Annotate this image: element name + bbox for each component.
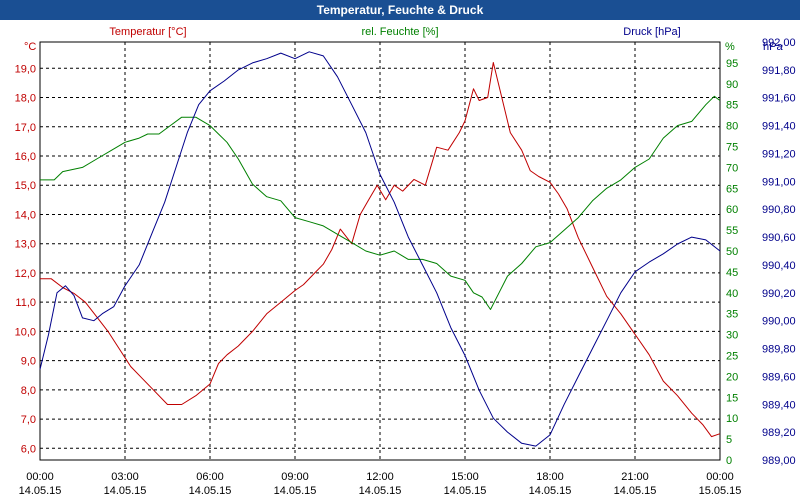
hum-tick-label: 25 xyxy=(726,351,738,363)
hum-tick-label: 95 xyxy=(726,58,738,70)
x-tick-time: 15:00 xyxy=(451,471,479,483)
x-tick-date: 14.05.15 xyxy=(529,485,572,497)
temp-tick-label: 11,0 xyxy=(15,297,36,309)
hum-unit: % xyxy=(725,41,735,53)
temp-tick-label: 6,0 xyxy=(21,443,36,455)
series-line-hum xyxy=(40,95,721,310)
press-tick-label: 989,20 xyxy=(762,427,796,439)
hum-tick-label: 40 xyxy=(726,288,738,300)
x-tick-date: 14.05.15 xyxy=(274,485,317,497)
temp-tick-label: 17,0 xyxy=(15,122,36,134)
hum-tick-label: 5 xyxy=(726,434,732,446)
series-line-press xyxy=(39,51,721,447)
temp-tick-label: 9,0 xyxy=(21,356,36,368)
temp-tick-label: 10,0 xyxy=(15,326,36,338)
temp-legend: Temperatur [°C] xyxy=(109,26,186,38)
x-tick-time: 06:00 xyxy=(196,471,224,483)
press-tick-label: 991,40 xyxy=(762,121,796,133)
press-tick-label: 991,80 xyxy=(762,65,796,77)
hum-tick-label: 90 xyxy=(726,79,738,91)
temp-tick-label: 18,0 xyxy=(15,93,36,105)
x-tick-time: 18:00 xyxy=(536,471,564,483)
temp-tick-label: 8,0 xyxy=(21,385,36,397)
press-legend: Druck [hPa] xyxy=(623,26,680,38)
press-tick-label: 990,80 xyxy=(762,204,796,216)
temp-tick-label: 13,0 xyxy=(15,239,36,251)
hum-tick-label: 45 xyxy=(726,267,738,279)
hum-tick-label: 65 xyxy=(726,183,738,195)
temp-unit: °C xyxy=(24,41,36,53)
press-tick-label: 992,00 xyxy=(762,37,796,49)
press-tick-label: 991,20 xyxy=(762,148,796,160)
press-tick-label: 989,00 xyxy=(762,455,796,467)
x-tick-date: 14.05.15 xyxy=(104,485,147,497)
temp-tick-label: 12,0 xyxy=(15,268,36,280)
hum-tick-label: 20 xyxy=(726,371,738,383)
temp-tick-label: 16,0 xyxy=(15,151,36,163)
press-tick-label: 991,00 xyxy=(762,176,796,188)
hum-tick-label: 55 xyxy=(726,225,738,237)
x-tick-time: 03:00 xyxy=(111,471,139,483)
x-tick-time: 21:00 xyxy=(621,471,649,483)
hum-tick-label: 85 xyxy=(726,100,738,112)
x-tick-time: 09:00 xyxy=(281,471,309,483)
press-tick-label: 990,20 xyxy=(762,288,796,300)
x-tick-date: 14.05.15 xyxy=(359,485,402,497)
press-tick-label: 991,60 xyxy=(762,93,796,105)
press-unit: hPa xyxy=(763,41,783,53)
hum-tick-label: 15 xyxy=(726,392,738,404)
press-tick-label: 989,60 xyxy=(762,371,796,383)
series-line-temp xyxy=(40,62,721,438)
x-tick-date: 15.05.15 xyxy=(699,485,742,497)
x-tick-time: 00:00 xyxy=(26,471,54,483)
hum-tick-label: 0 xyxy=(726,455,732,467)
hum-tick-label: 75 xyxy=(726,142,738,154)
press-tick-label: 989,80 xyxy=(762,344,796,356)
hum-tick-label: 10 xyxy=(726,413,738,425)
x-tick-time: 12:00 xyxy=(366,471,394,483)
temp-tick-label: 19,0 xyxy=(15,63,36,75)
press-tick-label: 989,40 xyxy=(762,399,796,411)
hum-tick-label: 70 xyxy=(726,162,738,174)
hum-tick-label: 35 xyxy=(726,309,738,321)
temp-tick-label: 14,0 xyxy=(15,209,36,221)
chart-title: Temperatur, Feuchte & Druck xyxy=(0,0,800,20)
hum-legend: rel. Feuchte [%] xyxy=(361,26,438,38)
press-tick-label: 990,40 xyxy=(762,260,796,272)
hum-tick-label: 50 xyxy=(726,246,738,258)
x-tick-date: 14.05.15 xyxy=(444,485,487,497)
temp-tick-label: 7,0 xyxy=(21,414,36,426)
press-tick-label: 990,00 xyxy=(762,316,796,328)
x-tick-date: 14.05.15 xyxy=(614,485,657,497)
x-tick-date: 14.05.15 xyxy=(19,485,62,497)
hum-tick-label: 80 xyxy=(726,121,738,133)
x-tick-date: 14.05.15 xyxy=(189,485,232,497)
x-tick-time: 00:00 xyxy=(706,471,734,483)
temp-tick-label: 15,0 xyxy=(15,180,36,192)
hum-tick-label: 30 xyxy=(726,330,738,342)
press-tick-label: 990,60 xyxy=(762,232,796,244)
hum-tick-label: 60 xyxy=(726,204,738,216)
